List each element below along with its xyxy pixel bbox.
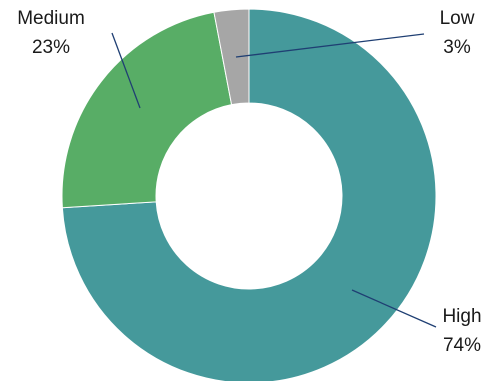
slice-high [61,8,437,381]
label-medium-name: Medium [17,8,85,29]
label-low-value: 3% [443,37,471,58]
label-medium-value: 23% [32,37,70,58]
label-high-value: 74% [443,335,481,356]
leader-line-medium [111,32,141,109]
donut-slices [61,8,437,381]
leader-line-high [351,289,437,328]
label-high-name: High [442,306,481,327]
leader-line-low [235,33,425,58]
slice-labels: High 74% Medium 23% Low 3% [17,8,481,356]
slice-low [213,8,250,106]
label-low-name: Low [440,8,475,29]
leader-lines [111,32,437,328]
slice-medium [61,11,233,209]
